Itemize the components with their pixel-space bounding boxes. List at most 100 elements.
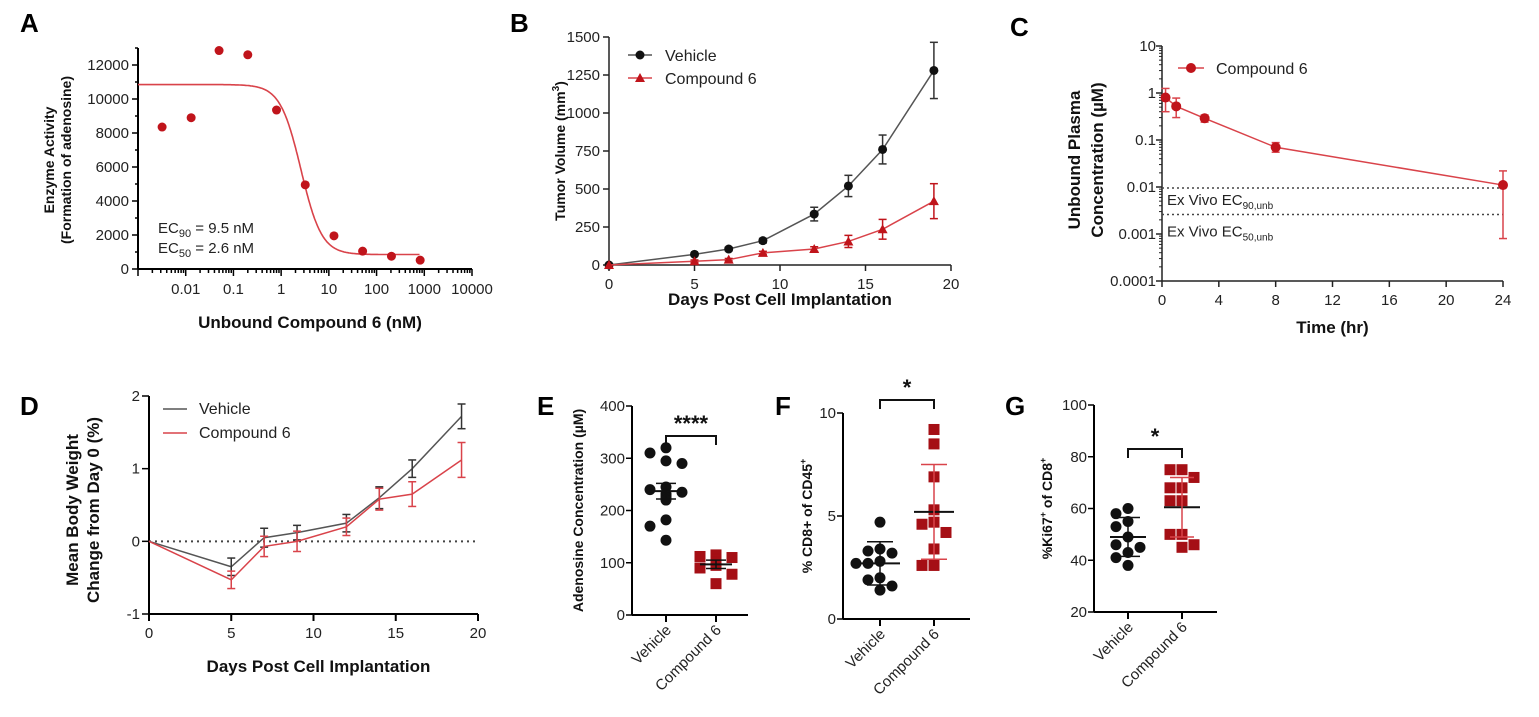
reference-label-main: Ex Vivo EC — [1167, 192, 1243, 209]
y-tick-label: 10000 — [87, 91, 129, 108]
x-tick-label: 0 — [145, 625, 153, 642]
y-tick-label: 40 — [1070, 552, 1087, 569]
y-tick-label: 1 — [1148, 85, 1156, 102]
y-tick-label: 1 — [132, 461, 140, 478]
y-axis-label: % CD8+ of CD45+ — [798, 459, 815, 574]
series-line — [148, 459, 462, 581]
legend-label: Vehicle — [665, 48, 717, 65]
x-tick-label: 10000 — [451, 281, 493, 298]
y-axis-label-main: Adenosine Concentration (µM) — [570, 409, 586, 612]
data-point — [329, 231, 339, 241]
data-point — [726, 552, 738, 564]
x-tick-label: 5 — [227, 625, 235, 642]
y-tick-label: 0 — [121, 261, 129, 278]
legend-marker — [1186, 63, 1196, 73]
y-axis-label: Adenosine Concentration (µM) — [570, 409, 586, 612]
data-point — [1188, 539, 1200, 551]
y-tick-label: 20 — [1070, 604, 1087, 621]
panel-b: B 0 250 500 750 1000 1250 1500 0 5 10 15 20 Days Post… — [510, 8, 959, 309]
group-vehicle — [850, 516, 900, 596]
data-point — [877, 224, 888, 234]
y-axis-label-end: ) — [552, 81, 568, 86]
x-tick-label: Vehicle — [1091, 619, 1137, 665]
significance-bracket — [1127, 448, 1183, 458]
data-point — [874, 516, 886, 528]
data-point — [724, 244, 734, 254]
y-tick-label: 1500 — [567, 29, 600, 46]
data-point — [676, 486, 688, 498]
data-point — [300, 180, 310, 190]
y-tick-label: 6000 — [96, 159, 129, 176]
y-axis-label-sup: + — [1038, 458, 1048, 463]
data-point — [272, 105, 282, 115]
y-tick-label: 12000 — [87, 57, 129, 74]
data-point — [886, 547, 898, 559]
data-point — [862, 545, 874, 557]
legend-label: Compound 6 — [665, 71, 757, 88]
y-tick-label: 400 — [600, 398, 625, 415]
x-tick-label: 20 — [1438, 292, 1455, 309]
y-tick-label: 500 — [575, 181, 600, 198]
data-point — [660, 534, 672, 546]
y-tick-label: 100 — [1062, 397, 1087, 414]
y-tick-label: 0 — [132, 533, 140, 550]
data-point — [157, 122, 167, 132]
y-tick-label: 0.1 — [1135, 132, 1156, 149]
ec-annotation: EC50 = 2.6 nM — [158, 240, 254, 260]
y-axis-label: Unbound Plasma Concentration (µM) — [1065, 82, 1107, 237]
data-point — [1176, 464, 1188, 476]
panel-letter-b: B — [510, 8, 529, 38]
ec-label: EC — [158, 220, 179, 237]
legend-label: Compound 6 — [1216, 61, 1308, 78]
data-point — [1110, 539, 1122, 551]
x-tick-label: 15 — [857, 276, 874, 293]
y-tick-label: 250 — [575, 219, 600, 236]
data-point — [604, 260, 614, 269]
y-axis-label-line2: Concentration (µM) — [1088, 82, 1107, 237]
data-point — [644, 447, 656, 459]
panel-a: A 0 2000 4000 6000 8000 10000 12000 0.01 0.1 1 10 10… — [20, 8, 493, 332]
y-tick-label: 0 — [828, 611, 836, 628]
y-axis-label: Mean Body Weight Change from Day 0 (%) — [63, 417, 103, 603]
ec-annotation: EC90 = 9.5 nM — [158, 220, 254, 240]
data-point — [928, 438, 940, 450]
data-point — [1122, 503, 1134, 514]
data-point — [928, 423, 940, 435]
x-tick-label: 1000 — [408, 281, 441, 298]
panel-letter-g: G — [1005, 391, 1025, 421]
y-axis-label-sup: 3 — [551, 85, 562, 91]
legend-label: Compound 6 — [199, 425, 291, 442]
data-point — [1110, 508, 1122, 520]
series-line — [1165, 96, 1504, 186]
series-compound-6 — [604, 182, 939, 269]
data-point — [676, 457, 688, 469]
fit-curve — [138, 83, 420, 256]
data-point — [644, 520, 656, 532]
x-tick-label: 0.01 — [171, 281, 200, 298]
x-axis-label: Unbound Compound 6 (nM) — [198, 313, 422, 332]
ec-label: EC — [158, 240, 179, 257]
ec-value: = 9.5 nM — [191, 220, 254, 237]
data-point — [757, 247, 768, 257]
significance-label: * — [1151, 424, 1160, 449]
x-tick-label: 8 — [1271, 292, 1279, 309]
data-point — [1164, 482, 1176, 494]
data-point — [916, 559, 928, 571]
data-point — [660, 494, 672, 506]
data-point — [690, 249, 699, 259]
data-point — [1134, 541, 1146, 553]
data-point — [874, 584, 886, 596]
x-axis-label: Time (hr) — [1296, 318, 1368, 337]
data-point — [214, 46, 224, 56]
data-point — [1160, 92, 1171, 103]
data-point — [689, 256, 700, 266]
y-tick-label: 0 — [617, 607, 625, 624]
data-point — [862, 574, 874, 586]
legend-label: Vehicle — [199, 401, 251, 418]
y-tick-label: 1250 — [567, 67, 600, 84]
group-compound-6 — [694, 549, 738, 590]
x-axis-label: Days Post Cell Implantation — [207, 657, 431, 676]
y-tick-label: 0.01 — [1127, 179, 1156, 196]
data-point — [929, 65, 939, 75]
data-point — [809, 244, 820, 254]
